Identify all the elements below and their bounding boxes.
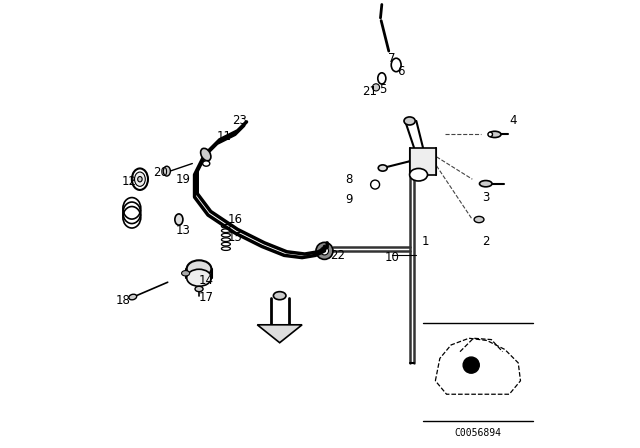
Ellipse shape bbox=[410, 155, 428, 168]
Text: 14: 14 bbox=[198, 273, 213, 287]
Text: 10: 10 bbox=[384, 251, 399, 264]
Ellipse shape bbox=[129, 294, 137, 300]
Ellipse shape bbox=[138, 177, 142, 182]
Text: 16: 16 bbox=[227, 213, 243, 226]
Ellipse shape bbox=[378, 73, 386, 84]
Text: 9: 9 bbox=[346, 193, 353, 206]
Text: 7: 7 bbox=[388, 52, 396, 65]
Text: C0056894: C0056894 bbox=[454, 428, 501, 438]
Text: 8: 8 bbox=[346, 172, 353, 186]
Text: 12: 12 bbox=[122, 175, 137, 188]
Text: 20: 20 bbox=[154, 166, 168, 179]
Ellipse shape bbox=[187, 269, 211, 286]
Text: 21: 21 bbox=[362, 85, 377, 99]
Text: 15: 15 bbox=[227, 231, 243, 244]
Text: 3: 3 bbox=[482, 190, 490, 204]
Ellipse shape bbox=[134, 172, 145, 186]
Text: 23: 23 bbox=[232, 114, 247, 128]
Ellipse shape bbox=[175, 214, 183, 225]
Text: 18: 18 bbox=[115, 293, 131, 307]
Text: 17: 17 bbox=[198, 291, 213, 305]
Ellipse shape bbox=[200, 148, 211, 161]
Text: 13: 13 bbox=[176, 224, 191, 237]
Ellipse shape bbox=[195, 286, 203, 292]
Ellipse shape bbox=[203, 161, 210, 166]
Polygon shape bbox=[257, 325, 302, 343]
Text: 2: 2 bbox=[482, 235, 490, 249]
Ellipse shape bbox=[378, 165, 387, 171]
Circle shape bbox=[372, 84, 380, 91]
Ellipse shape bbox=[163, 166, 170, 176]
Ellipse shape bbox=[488, 131, 501, 138]
Ellipse shape bbox=[273, 292, 286, 300]
Ellipse shape bbox=[182, 271, 189, 276]
Bar bbox=[410, 148, 436, 175]
Text: 11: 11 bbox=[216, 130, 231, 143]
Ellipse shape bbox=[132, 168, 148, 190]
Circle shape bbox=[371, 180, 380, 189]
Ellipse shape bbox=[479, 181, 492, 187]
Ellipse shape bbox=[321, 247, 328, 255]
Text: 19: 19 bbox=[176, 172, 191, 186]
Text: 6: 6 bbox=[397, 65, 404, 78]
Ellipse shape bbox=[488, 132, 493, 137]
Circle shape bbox=[463, 357, 479, 373]
Ellipse shape bbox=[410, 168, 428, 181]
Text: 1: 1 bbox=[422, 235, 429, 249]
Text: 22: 22 bbox=[330, 249, 346, 262]
Ellipse shape bbox=[404, 117, 415, 125]
Ellipse shape bbox=[316, 242, 333, 259]
Text: 4: 4 bbox=[509, 114, 516, 128]
Text: 5: 5 bbox=[379, 83, 387, 96]
Ellipse shape bbox=[474, 216, 484, 223]
Ellipse shape bbox=[187, 260, 211, 277]
Ellipse shape bbox=[391, 58, 401, 72]
